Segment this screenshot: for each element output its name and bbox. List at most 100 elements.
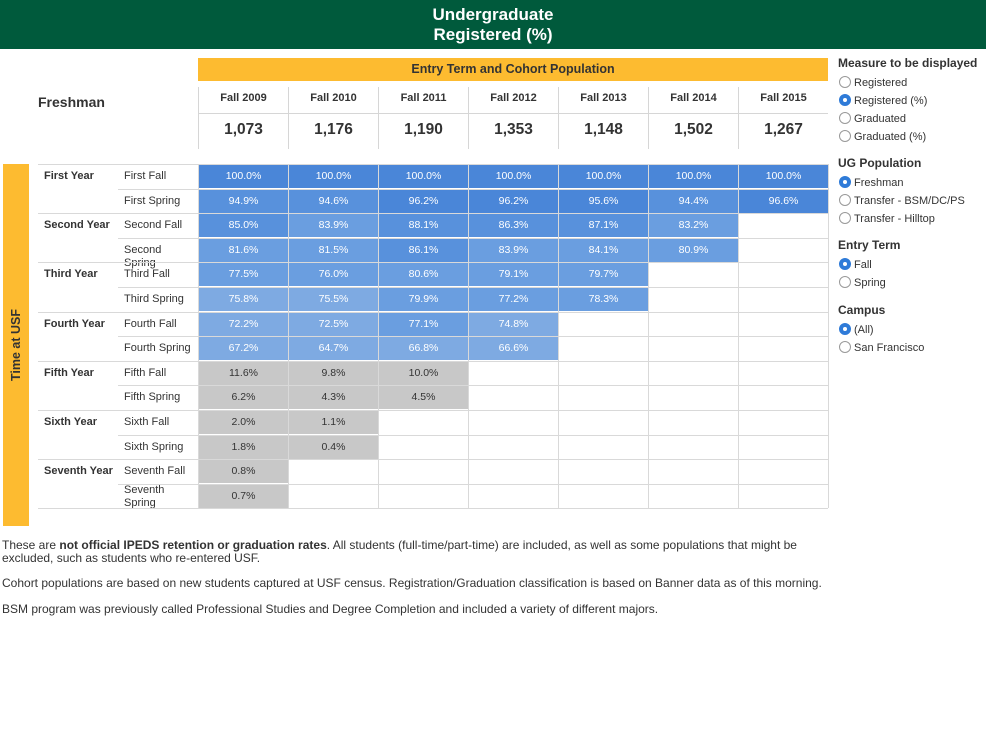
retention-cell[interactable]: 100.0% bbox=[469, 165, 558, 188]
radio-icon[interactable] bbox=[839, 258, 851, 271]
column-divider bbox=[558, 164, 559, 509]
retention-cell[interactable]: 100.0% bbox=[199, 165, 288, 188]
retention-cell[interactable]: 78.3% bbox=[559, 288, 648, 311]
retention-cell[interactable]: 87.1% bbox=[559, 214, 648, 238]
column-header: Fall 2015 1,267 bbox=[738, 87, 828, 149]
campus-radio-option[interactable]: (All) bbox=[839, 323, 874, 339]
entry-term-radio-option[interactable]: Spring bbox=[839, 276, 886, 292]
retention-cell bbox=[469, 411, 558, 434]
retention-cell[interactable]: 100.0% bbox=[379, 165, 468, 188]
retention-cell[interactable]: 83.9% bbox=[469, 238, 558, 262]
retention-cell[interactable]: 100.0% bbox=[289, 165, 378, 188]
column-header: Fall 2013 1,148 bbox=[558, 87, 648, 149]
retention-cell[interactable]: 96.2% bbox=[379, 189, 468, 213]
radio-icon[interactable] bbox=[839, 130, 851, 143]
retention-cell bbox=[469, 386, 558, 410]
retention-cell[interactable]: 4.5% bbox=[379, 386, 468, 410]
retention-cell[interactable]: 2.0% bbox=[199, 411, 288, 434]
retention-cell[interactable]: 74.8% bbox=[469, 312, 558, 336]
retention-cell[interactable]: 88.1% bbox=[379, 214, 468, 238]
retention-cell[interactable]: 0.7% bbox=[199, 484, 288, 508]
retention-cell[interactable]: 6.2% bbox=[199, 386, 288, 410]
retention-cell[interactable]: 96.6% bbox=[739, 189, 828, 213]
campus-filter-title: Campus bbox=[838, 303, 886, 317]
row-divider bbox=[118, 385, 828, 387]
grid-bottom-border bbox=[38, 508, 828, 510]
radio-icon[interactable] bbox=[839, 212, 851, 225]
retention-cell[interactable]: 83.2% bbox=[649, 214, 738, 238]
measure-radio-option[interactable]: Graduated (%) bbox=[839, 130, 926, 146]
retention-cell bbox=[559, 312, 648, 336]
retention-cell[interactable]: 96.2% bbox=[469, 189, 558, 213]
retention-cell[interactable]: 66.8% bbox=[379, 337, 468, 361]
retention-cell[interactable]: 81.6% bbox=[199, 238, 288, 262]
retention-cell[interactable]: 77.5% bbox=[199, 263, 288, 287]
retention-cell[interactable]: 84.1% bbox=[559, 238, 648, 262]
column-divider bbox=[288, 164, 289, 509]
retention-cell[interactable]: 11.6% bbox=[199, 361, 288, 385]
population-radio-option[interactable]: Transfer - BSM/DC/PS bbox=[839, 194, 965, 210]
retention-cell bbox=[559, 460, 648, 484]
measure-radio-option[interactable]: Registered bbox=[839, 76, 907, 92]
retention-cell[interactable]: 1.1% bbox=[289, 411, 378, 434]
retention-cell[interactable]: 100.0% bbox=[559, 165, 648, 188]
retention-cell[interactable]: 67.2% bbox=[199, 337, 288, 361]
retention-cell[interactable]: 86.1% bbox=[379, 238, 468, 262]
retention-cell[interactable]: 86.3% bbox=[469, 214, 558, 238]
retention-cell[interactable]: 10.0% bbox=[379, 361, 468, 385]
semester-label: Sixth Fall bbox=[124, 416, 170, 428]
radio-icon[interactable] bbox=[839, 341, 851, 354]
retention-cell[interactable]: 9.8% bbox=[289, 361, 378, 385]
retention-cell[interactable]: 80.6% bbox=[379, 263, 468, 287]
retention-cell bbox=[559, 337, 648, 361]
retention-cell[interactable]: 79.1% bbox=[469, 263, 558, 287]
retention-cell[interactable]: 75.5% bbox=[289, 288, 378, 311]
campus-radio-option[interactable]: San Francisco bbox=[839, 341, 924, 357]
retention-cell[interactable]: 80.9% bbox=[649, 238, 738, 262]
retention-cell[interactable]: 1.8% bbox=[199, 435, 288, 459]
retention-cell bbox=[739, 263, 828, 287]
retention-cell[interactable]: 83.9% bbox=[289, 214, 378, 238]
radio-icon[interactable] bbox=[839, 323, 851, 336]
radio-icon[interactable] bbox=[839, 76, 851, 89]
retention-cell[interactable]: 77.1% bbox=[379, 312, 468, 336]
retention-cell[interactable]: 72.2% bbox=[199, 312, 288, 336]
radio-icon[interactable] bbox=[839, 176, 851, 189]
retention-cell[interactable]: 94.4% bbox=[649, 189, 738, 213]
retention-cell[interactable]: 76.0% bbox=[289, 263, 378, 287]
retention-cell[interactable]: 79.9% bbox=[379, 288, 468, 311]
radio-label: Freshman bbox=[854, 177, 904, 189]
retention-cell[interactable]: 75.8% bbox=[199, 288, 288, 311]
retention-cell[interactable]: 4.3% bbox=[289, 386, 378, 410]
retention-cell bbox=[649, 337, 738, 361]
time-at-usf-bar: Time at USF bbox=[3, 164, 29, 526]
retention-cell[interactable]: 100.0% bbox=[649, 165, 738, 188]
retention-cell[interactable]: 100.0% bbox=[739, 165, 828, 188]
retention-cell[interactable]: 64.7% bbox=[289, 337, 378, 361]
measure-radio-option[interactable]: Registered (%) bbox=[839, 94, 927, 110]
radio-label: Spring bbox=[854, 277, 886, 289]
radio-icon[interactable] bbox=[839, 94, 851, 107]
retention-cell[interactable]: 95.6% bbox=[559, 189, 648, 213]
radio-icon[interactable] bbox=[839, 194, 851, 207]
measure-radio-option[interactable]: Graduated bbox=[839, 112, 906, 128]
population-radio-option[interactable]: Freshman bbox=[839, 176, 904, 192]
retention-cell[interactable]: 79.7% bbox=[559, 263, 648, 287]
retention-cell[interactable]: 77.2% bbox=[469, 288, 558, 311]
semester-label: Seventh Spring bbox=[124, 483, 165, 509]
retention-cell[interactable]: 85.0% bbox=[199, 214, 288, 238]
radio-icon[interactable] bbox=[839, 276, 851, 289]
retention-cell[interactable]: 0.4% bbox=[289, 435, 378, 459]
retention-cell[interactable]: 81.5% bbox=[289, 238, 378, 262]
retention-cell bbox=[649, 484, 738, 508]
retention-cell bbox=[649, 386, 738, 410]
retention-cell[interactable]: 94.9% bbox=[199, 189, 288, 213]
retention-cell bbox=[559, 411, 648, 434]
radio-icon[interactable] bbox=[839, 112, 851, 125]
retention-cell[interactable]: 72.5% bbox=[289, 312, 378, 336]
population-radio-option[interactable]: Transfer - Hilltop bbox=[839, 212, 935, 228]
entry-term-radio-option[interactable]: Fall bbox=[839, 258, 872, 274]
retention-cell[interactable]: 66.6% bbox=[469, 337, 558, 361]
retention-cell[interactable]: 94.6% bbox=[289, 189, 378, 213]
retention-cell[interactable]: 0.8% bbox=[199, 460, 288, 484]
